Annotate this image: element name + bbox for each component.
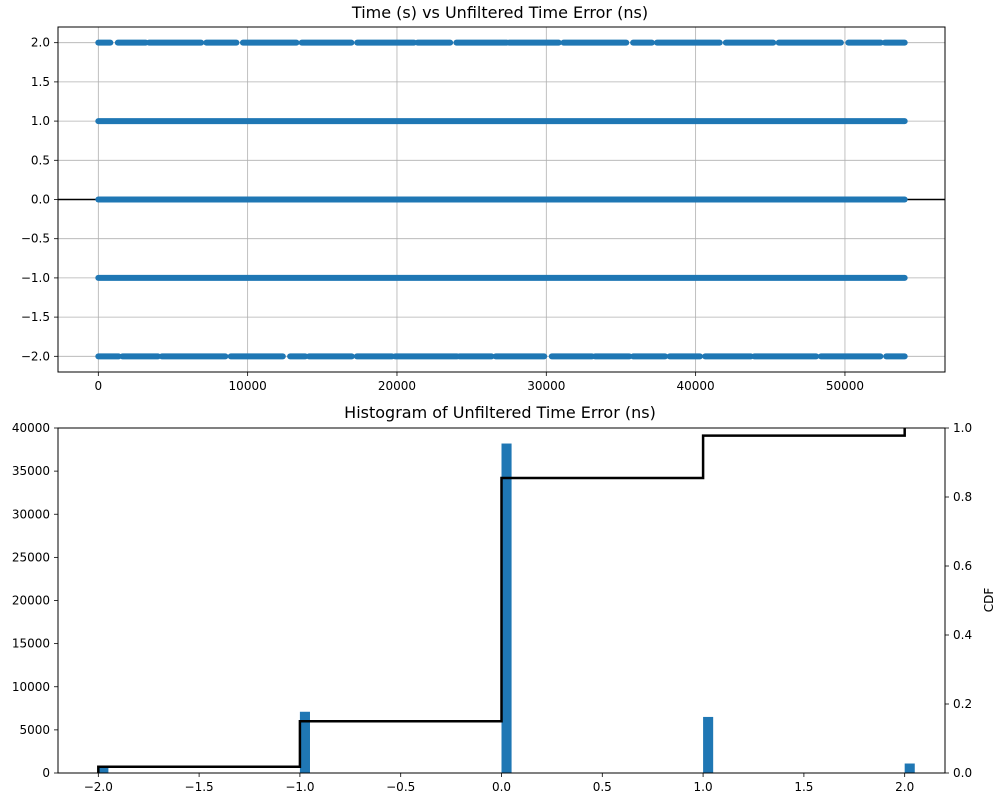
histogram-y-tick-label: 40000 [12,421,50,435]
time-error-scatter-chart: Time (s) vs Unfiltered Time Error (ns) 0… [21,3,946,393]
histogram-bar [98,766,109,773]
cdf-axis-label: CDF [982,588,996,613]
scatter-x-tick-label: 0 [94,379,102,393]
histogram-cdf-tick-label: 0.0 [953,766,972,780]
time-error-histogram-chart: Histogram of Unfiltered Time Error (ns) … [12,403,996,794]
histogram-x-tick-label: 1.5 [794,780,813,794]
scatter-points [95,39,908,360]
histogram-y-tick-label: 30000 [12,507,50,521]
histogram-x-tick-label: −1.0 [285,780,314,794]
histogram-y-tick-label: 35000 [12,464,50,478]
scatter-y-tick-label: 1.5 [31,75,50,89]
scatter-y-tick-label: 1.0 [31,114,50,128]
histogram-bar [299,711,310,773]
scatter-x-tick-label: 50000 [826,379,864,393]
histogram-cdf-tick-label: 0.8 [953,490,972,504]
histogram-cdf-ticks: 0.0 0.2 0.4 0.6 0.8 1.0 [945,421,972,780]
histogram-y-tick-label: 10000 [12,680,50,694]
histogram-x-tick-label: 1.0 [694,780,713,794]
histogram-y-tick-label: 5000 [19,723,50,737]
scatter-y-ticks: −2.0 −1.5 −1.0 −0.5 0.0 0.5 1.0 1.5 2.0 [21,36,58,363]
histogram-y-ticks: 0 5000 10000 15000 20000 25000 30000 35000 40000 [12,421,58,780]
scatter-x-tick-label: 10000 [229,379,267,393]
histogram-cdf-tick-label: 0.6 [953,559,972,573]
histogram-x-tick-label: 0.0 [492,780,511,794]
scatter-x-tick-label: 40000 [677,379,715,393]
histogram-bars [98,443,915,773]
histogram-x-tick-label: −1.5 [185,780,214,794]
histogram-y-tick-label: 15000 [12,637,50,651]
histogram-x-ticks: −2.0 −1.5 −1.0 −0.5 0.0 0.5 1.0 1.5 2.0 [84,773,914,794]
histogram-x-tick-label: −0.5 [386,780,415,794]
scatter-x-tick-label: 20000 [378,379,416,393]
histogram-cdf-tick-label: 1.0 [953,421,972,435]
scatter-y-tick-label: −1.0 [21,271,50,285]
histogram-x-tick-label: −2.0 [84,780,113,794]
scatter-y-tick-label: 0.5 [31,153,50,167]
scatter-y-tick-label: −0.5 [21,232,50,246]
scatter-y-tick-label: −1.5 [21,310,50,324]
histogram-bar [904,763,915,773]
scatter-title: Time (s) vs Unfiltered Time Error (ns) [351,3,648,22]
scatter-y-tick-label: 2.0 [31,36,50,50]
histogram-cdf-tick-label: 0.4 [953,628,972,642]
histogram-cdf-line [97,428,906,773]
histogram-y-tick-label: 25000 [12,550,50,564]
scatter-x-ticks: 0 10000 20000 30000 40000 50000 [94,372,864,393]
histogram-title: Histogram of Unfiltered Time Error (ns) [344,403,656,422]
histogram-bar [703,716,714,773]
scatter-y-tick-label: −2.0 [21,349,50,363]
histogram-x-tick-label: 2.0 [895,780,914,794]
histogram-cdf-path [97,428,906,773]
histogram-y-tick-label: 0 [42,766,50,780]
histogram-y-tick-label: 20000 [12,594,50,608]
histogram-bar [501,443,512,773]
histogram-x-tick-label: 0.5 [593,780,612,794]
histogram-cdf-tick-label: 0.2 [953,697,972,711]
scatter-x-tick-label: 30000 [527,379,565,393]
scatter-y-tick-label: 0.0 [31,193,50,207]
